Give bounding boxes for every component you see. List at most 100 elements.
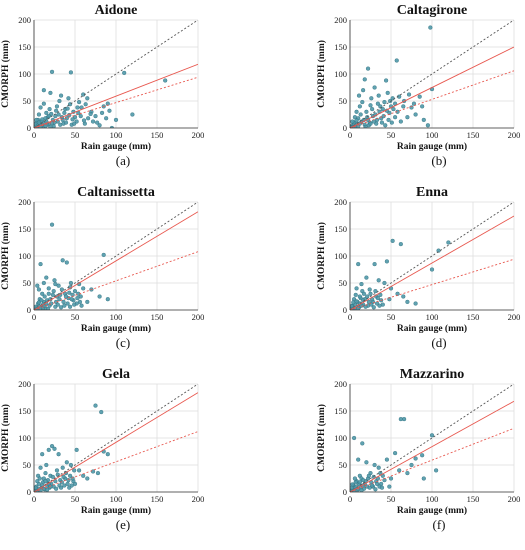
data-point [381, 114, 386, 119]
data-point [61, 299, 66, 304]
y-axis-label: CMORPH (mm) [0, 222, 11, 290]
x-tick-label: 150 [467, 494, 480, 504]
data-point [421, 117, 426, 122]
one-to-one-line [34, 384, 198, 492]
data-point [359, 488, 364, 492]
y-tick-label: 150 [334, 224, 347, 234]
data-point [49, 69, 55, 74]
data-point [354, 299, 359, 304]
data-point [356, 261, 361, 267]
data-point [38, 465, 43, 470]
data-point [367, 287, 372, 292]
regression-line [350, 46, 514, 128]
y-tick-label: 0 [343, 487, 347, 497]
data-point [42, 294, 47, 299]
panel-c: 0 50 100 150 200 0 50 100 150 200 Caltanissetta Rai… [0, 182, 262, 364]
data-point [370, 106, 375, 112]
x-tick-label: 0 [32, 312, 36, 322]
y-tick-label: 100 [334, 69, 347, 79]
data-point [361, 291, 367, 296]
data-point [93, 403, 98, 408]
data-point [72, 481, 78, 486]
data-point [362, 77, 367, 82]
data-point [105, 297, 110, 302]
data-point [413, 301, 418, 306]
data-point [54, 486, 59, 491]
reference-lines [34, 384, 198, 492]
x-axis-label: Rain gauge (mm) [81, 505, 151, 516]
data-point [429, 267, 435, 272]
y-tick-label: 200 [18, 197, 31, 207]
x-tick-label: 0 [348, 494, 352, 504]
data-point [354, 109, 359, 114]
data-points [34, 222, 110, 310]
data-point [373, 288, 378, 294]
data-point [398, 119, 403, 124]
data-point [45, 306, 51, 310]
data-point [78, 114, 83, 119]
data-point [36, 120, 42, 125]
data-point [392, 451, 398, 456]
scatter-plot-b: 0 50 100 150 200 0 50 100 150 200 Caltagirone Rain … [316, 3, 520, 152]
one-to-one-line [34, 202, 198, 310]
data-point [356, 457, 361, 462]
data-point [405, 299, 410, 304]
data-point [383, 78, 389, 83]
data-point [66, 478, 71, 483]
data-point [97, 123, 102, 128]
chart-title: Aidone [95, 3, 138, 18]
data-point [48, 90, 53, 95]
scatter-plot-f: 0 50 100 150 200 0 50 100 150 200 Mazzarino Rain ga… [316, 367, 520, 516]
data-point [369, 96, 374, 101]
y-tick-label: 200 [18, 15, 31, 25]
data-point [61, 474, 66, 479]
data-point [69, 297, 74, 302]
data-point [429, 433, 435, 438]
data-point [370, 483, 375, 488]
data-points [350, 238, 451, 310]
data-point [388, 476, 394, 481]
regression-line-dashed [350, 427, 514, 492]
data-point [388, 98, 393, 104]
y-tick-label: 150 [334, 406, 347, 416]
data-point [85, 96, 90, 101]
panel-caption-a: (a) [115, 153, 131, 168]
data-point [59, 480, 64, 485]
data-point [58, 485, 64, 490]
regression-line-dashed [350, 258, 514, 310]
data-point [62, 110, 67, 115]
data-point [361, 478, 366, 483]
x-tick-label: 150 [151, 312, 164, 322]
data-point [364, 460, 369, 465]
x-tick-label: 200 [192, 494, 205, 504]
data-point [380, 106, 385, 112]
data-point [56, 452, 61, 457]
data-point [65, 481, 70, 486]
data-point [446, 240, 451, 245]
data-point [101, 252, 106, 258]
data-point [360, 99, 365, 105]
data-point [51, 288, 56, 294]
data-point [81, 286, 86, 291]
data-point [85, 476, 90, 481]
data-point [55, 302, 60, 307]
data-point [366, 299, 371, 304]
x-tick-label: 50 [71, 312, 80, 322]
data-point [394, 58, 399, 63]
data-point [43, 479, 48, 484]
panel-b: 0 50 100 150 200 0 50 100 150 200 Caltagirone Rain … [316, 0, 525, 182]
data-point [86, 116, 91, 121]
data-point [95, 470, 101, 476]
data-point [433, 468, 439, 473]
y-tick-label: 50 [23, 278, 32, 288]
data-point [375, 101, 380, 106]
data-point [397, 468, 402, 473]
data-point [57, 98, 62, 104]
data-point [49, 443, 55, 449]
data-point [58, 305, 64, 310]
x-axis-label: Rain gauge (mm) [81, 141, 151, 152]
data-point [50, 292, 55, 297]
chart-title: Enna [416, 185, 448, 200]
data-point [361, 88, 366, 93]
